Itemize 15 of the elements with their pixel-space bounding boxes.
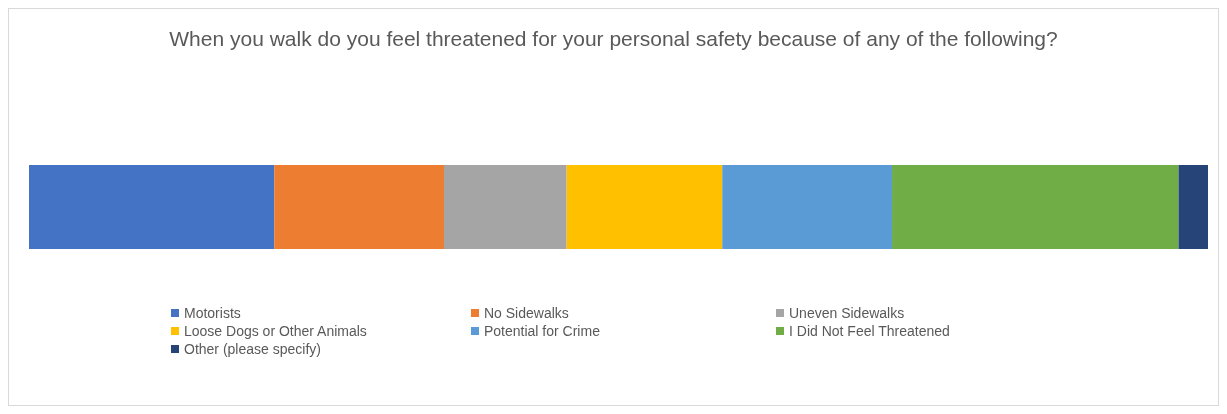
legend-label: Loose Dogs or Other Animals	[184, 323, 367, 339]
legend-label: Potential for Crime	[484, 323, 600, 339]
bar	[29, 165, 275, 249]
legend-label: Motorists	[184, 305, 241, 321]
bar	[892, 165, 1179, 249]
bar	[722, 165, 893, 249]
bar	[566, 165, 723, 249]
bar	[444, 165, 567, 249]
bar	[1178, 165, 1208, 249]
chart-title: When you walk do you feel threatened for your personal safety because of any of the following?	[168, 26, 1059, 52]
bar	[274, 165, 445, 249]
legend-label: I Did Not Feel Threatened	[789, 323, 950, 339]
legend-label: No Sidewalks	[484, 305, 569, 321]
legend-label: Uneven Sidewalks	[789, 305, 905, 321]
legend-label: Other (please specify)	[184, 341, 321, 357]
